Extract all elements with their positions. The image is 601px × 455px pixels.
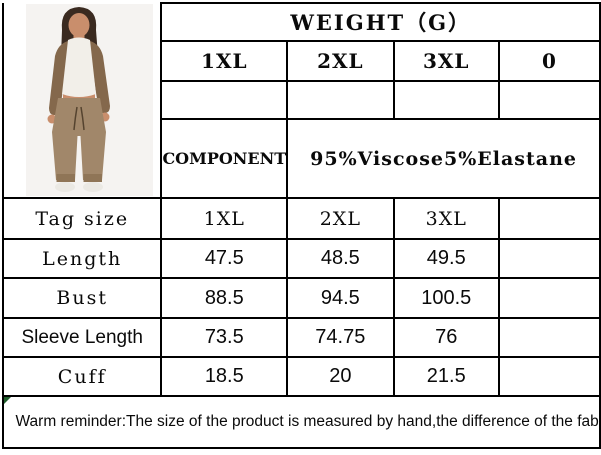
component-value: 95%Viscose5%Elastane: [286, 118, 601, 199]
weight-value-cell: [497, 80, 601, 120]
face-shape: [68, 13, 90, 37]
cuff-1xl: 18.5: [160, 356, 289, 397]
reminder-row: Warm reminder:The size of the product is…: [2, 395, 601, 449]
weight-value-cell: [160, 80, 289, 120]
tag-size-label: Tag size: [1, 197, 163, 240]
bust-3xl: 100.5: [392, 277, 500, 319]
warm-reminder-cell: Warm reminder:The size of the product is…: [2, 395, 601, 449]
header-size-1xl: 1XL: [160, 197, 289, 240]
header-size-3xl: 3XL: [392, 197, 500, 240]
length-label: Length: [1, 238, 163, 279]
crop-top-shape: [62, 37, 96, 97]
weight-size-0: 0: [497, 40, 601, 82]
weight-size-1xl: 1XL: [160, 40, 289, 82]
sleeve-1xl: 73.5: [160, 317, 289, 358]
measurement-row-sleeve: Sleeve Length 73.5 74.75 76: [1, 317, 601, 358]
model-illustration: [26, 4, 153, 196]
left-sleeve-shape: [49, 41, 68, 115]
component-label: COMPONENT: [160, 118, 289, 199]
weight-sizes-row: 1XL 2XL 3XL 0: [3, 40, 601, 82]
measurement-row-cuff: Cuff 18.5 20 21.5: [1, 356, 601, 397]
weight-value-cell: [286, 80, 395, 120]
cell-corner-marker: [5, 398, 11, 404]
bust-empty: [497, 277, 601, 319]
warm-reminder-text: Warm reminder:The size of the product is…: [15, 413, 599, 431]
component-row: COMPONENT 95%Viscose5%Elastane: [3, 118, 601, 199]
sleeve-3xl: 76: [392, 317, 500, 358]
cuff-empty: [497, 356, 601, 397]
product-photo-cell: [1, 3, 163, 199]
pants-shape: [52, 98, 106, 180]
sleeve-2xl: 74.75: [286, 317, 395, 358]
measurement-row-bust: Bust 88.5 94.5 100.5: [1, 277, 601, 319]
length-3xl: 49.5: [392, 238, 500, 279]
weight-values-row: [3, 80, 601, 120]
sleeve-empty: [497, 317, 601, 358]
drawstring-shape: [73, 106, 85, 131]
header-size-empty: [497, 197, 601, 240]
left-shoe-shape: [55, 182, 75, 192]
cuff-2xl: 20: [286, 356, 395, 397]
cuff-3xl: 21.5: [392, 356, 500, 397]
header-size-2xl: 2XL: [286, 197, 395, 240]
weight-size-3xl: 3XL: [392, 40, 500, 82]
weight-value-cell: [392, 80, 500, 120]
length-empty: [497, 238, 601, 279]
bust-1xl: 88.5: [160, 277, 289, 319]
left-cuff-shape: [56, 174, 75, 182]
right-shoe-shape: [83, 182, 103, 192]
right-cuff-shape: [83, 174, 102, 182]
bust-2xl: 94.5: [286, 277, 395, 319]
right-sleeve-shape: [90, 41, 110, 113]
bust-label: Bust: [1, 277, 163, 319]
weight-table-title: WEIGHT（G）: [160, 2, 601, 42]
measurement-row-length: Length 47.5 48.5 49.5: [1, 238, 601, 279]
length-1xl: 47.5: [160, 238, 289, 279]
sleeve-length-label: Sleeve Length: [1, 317, 163, 358]
length-2xl: 48.5: [286, 238, 395, 279]
product-photo: [26, 4, 153, 196]
cuff-label: Cuff: [1, 356, 163, 397]
weight-size-2xl: 2XL: [286, 40, 395, 82]
size-header-row: Tag size 1XL 2XL 3XL: [1, 197, 601, 240]
